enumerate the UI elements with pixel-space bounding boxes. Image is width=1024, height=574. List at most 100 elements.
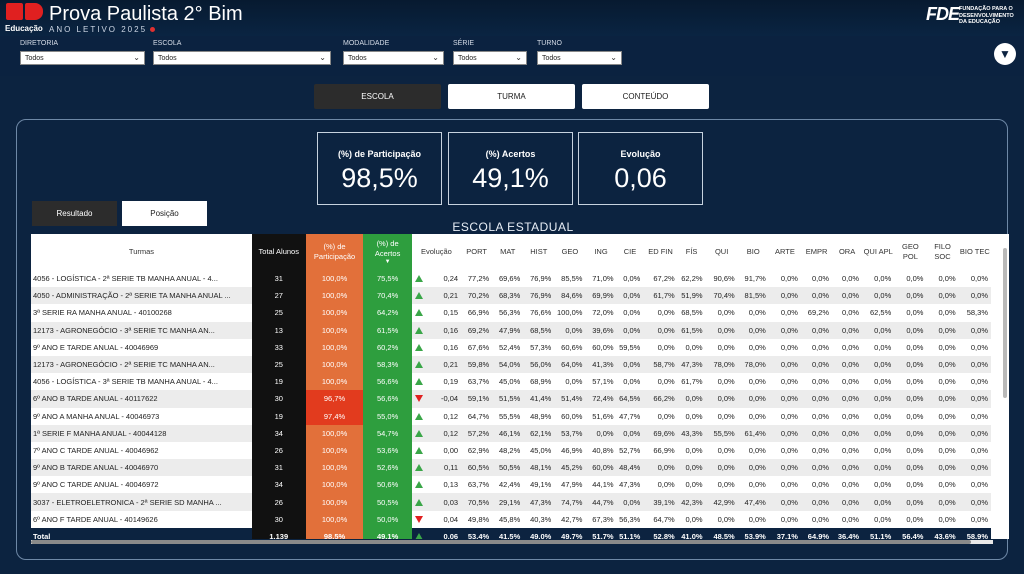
subject-score: 68,9%	[530, 377, 552, 387]
column-header[interactable]: ING	[585, 234, 617, 270]
turno-select[interactable]: Todos ⌄	[537, 51, 622, 65]
column-header[interactable]: Turmas	[31, 234, 252, 270]
table-row[interactable]: 3037 - ELETROELETRONICA - 2ª SERIE SD MA…	[31, 493, 991, 511]
column-header[interactable]: ED FIN	[643, 234, 678, 270]
subject-score: 0,0%	[800, 459, 833, 477]
sp-logo	[6, 3, 46, 27]
column-header[interactable]: QUI APL	[862, 234, 895, 270]
subject-score: 69,2%	[807, 308, 830, 318]
table-row[interactable]: 12173 - AGRONEGÓCIO - 2ª SERIE TC MANHA …	[31, 355, 991, 374]
acertos: 50,0%	[363, 510, 412, 528]
subject-score: 58,3%	[966, 308, 988, 318]
table-row[interactable]: 12173 - AGRONEGÓCIO - 3ª SERIE TC MANHA …	[31, 321, 991, 339]
horizontal-scrollbar[interactable]	[31, 540, 993, 544]
subject-score: 47,3%	[677, 355, 706, 374]
subject-score: 77,2%	[467, 274, 490, 284]
subject-score: 0,0%	[685, 480, 703, 490]
column-header[interactable]: CIE	[616, 234, 644, 270]
subject-score: 0,0%	[677, 459, 706, 477]
filter-icon[interactable]: ▼	[994, 43, 1016, 65]
column-header[interactable]: EMPR	[800, 234, 833, 270]
column-header[interactable]: ORA	[832, 234, 863, 270]
triangle-up-icon	[414, 498, 423, 506]
tab-conteudo[interactable]: CONTEÚDO	[582, 84, 709, 109]
serie-select[interactable]: Todos ⌄	[453, 51, 527, 65]
subject-score: 0,0%	[842, 480, 860, 490]
column-header[interactable]: MAT	[492, 234, 524, 270]
acertos: 54,7%	[363, 424, 412, 442]
column-header[interactable]: QUI	[705, 234, 738, 270]
table-row[interactable]: 9º ANO A MANHA ANUAL - 40046973 19 97,4% 55…	[31, 407, 991, 425]
subject-score: 68,5%	[523, 321, 555, 339]
column-header[interactable]: (%) de Acertos ▼	[363, 234, 412, 270]
triangle-down-icon	[414, 515, 423, 523]
subject-score: 0,0%	[768, 321, 801, 339]
filter-serie: SÉRIE Todos ⌄	[453, 40, 527, 65]
table-row[interactable]: 4056 - LOGÍSTICA - 2ª SERIE TB MANHA ANU…	[31, 270, 991, 288]
subtab-posicao[interactable]: Posição	[122, 201, 207, 226]
subject-score: 51,7%	[585, 527, 617, 539]
subject-score: 52,4%	[498, 342, 521, 352]
column-header[interactable]: ARTE	[768, 234, 801, 270]
table-row[interactable]: 9º ANO B TARDE ANUAL - 40046970 31 100,0% 5…	[31, 459, 991, 477]
subject-score: 0,0%	[717, 514, 735, 524]
participacao: 100,0%	[305, 338, 364, 356]
sort-desc-icon[interactable]: ▼	[384, 259, 391, 265]
total-row[interactable]: Total 1.139 98,5% 49,1% 0,06 53,4% 41,5% 49,0% 4…	[31, 527, 991, 539]
table-row[interactable]: 6º ANO B TARDE ANUAL - 40117622 30 96,7% 56…	[31, 390, 991, 408]
table-row[interactable]: 7º ANO C TARDE ANUAL - 40046962 26 100,0% 5…	[31, 441, 991, 460]
column-header[interactable]: (%) de Participação	[305, 234, 364, 270]
tab-escola[interactable]: ESCOLA	[314, 84, 441, 109]
modalidade-select[interactable]: Todos ⌄	[343, 51, 444, 65]
column-header[interactable]: PORT	[461, 234, 493, 270]
table-row[interactable]: 9º ANO E TARDE ANUAL - 40046969 33 100,0% 6…	[31, 338, 991, 356]
vertical-scrollbar[interactable]	[1003, 248, 1007, 538]
column-header[interactable]: BIO	[737, 234, 769, 270]
triangle-down-icon	[414, 395, 423, 403]
subject-score: 0,0%	[970, 274, 988, 284]
subject-score: 0,0%	[842, 377, 860, 387]
column-header[interactable]: Evolução	[411, 234, 462, 270]
column-header[interactable]: Total Alunos	[251, 234, 306, 270]
escola-select[interactable]: Todos ⌄	[153, 51, 331, 65]
table-row[interactable]: 4050 - ADMINISTRAÇÃO - 2ª SERIE TA MANHA…	[31, 287, 991, 305]
subject-score: 0,0%	[970, 445, 988, 455]
table-row[interactable]: 9º ANO C TARDE ANUAL - 40046972 34 100,0% 5…	[31, 476, 991, 494]
subject-score: 0,0%	[906, 274, 924, 284]
column-header[interactable]: GEO POL	[894, 234, 927, 270]
total-alunos: 30	[251, 390, 306, 408]
table-row[interactable]: 6º ANO F TARDE ANUAL - 40149626 30 100,0% 5…	[31, 510, 991, 528]
results-table: Turmas Total Alunos (%) de Participação (%)…	[31, 234, 1009, 539]
subject-score: 0,0%	[800, 321, 833, 339]
subject-score: 0,0%	[768, 493, 801, 511]
subject-score: 51,6%	[592, 411, 614, 421]
column-header[interactable]: BIO TEC	[958, 234, 991, 270]
subject-score: 0,0%	[958, 390, 991, 408]
participacao: 100,0%	[305, 373, 364, 391]
triangle-up-icon	[414, 343, 423, 351]
tab-turma[interactable]: TURMA	[448, 84, 575, 109]
subject-score: 60,0%	[592, 342, 614, 352]
column-header[interactable]: FILO SOC	[926, 234, 959, 270]
diretoria-select[interactable]: Todos ⌄	[20, 51, 145, 65]
subject-score: 42,7%	[561, 514, 583, 524]
table-row[interactable]: 1ª SERIE F MANHA ANUAL - 40044128 34 100,0…	[31, 424, 991, 442]
turma-name: 9º ANO E TARDE ANUAL - 40046969	[33, 342, 159, 352]
subject-score: 0,0%	[748, 377, 766, 387]
total-alunos: 13	[251, 321, 306, 339]
column-header[interactable]: HIST	[523, 234, 555, 270]
column-header[interactable]: FÍS	[677, 234, 706, 270]
subtab-resultado[interactable]: Resultado	[32, 201, 117, 226]
subject-score: 0,0%	[685, 411, 703, 421]
column-header[interactable]: GEO	[554, 234, 586, 270]
table-row[interactable]: 3ª SERIE RA MANHA ANUAL - 40100268 25 100,…	[31, 304, 991, 322]
chevron-down-icon: ⌄	[432, 53, 439, 62]
subject-score: 68,3%	[492, 287, 524, 305]
table-row[interactable]: 4056 - LOGÍSTICA - 3ª SERIE TB MANHA ANU…	[31, 373, 991, 391]
subject-score: 0,0%	[926, 287, 959, 305]
acertos: 75,5%	[363, 270, 412, 288]
filter-modalidade: MODALIDADE Todos ⌄	[343, 40, 444, 65]
total-alunos: 34	[251, 476, 306, 494]
subject-score: 70,5%	[461, 493, 493, 511]
subject-score: 0,0%	[780, 342, 798, 352]
